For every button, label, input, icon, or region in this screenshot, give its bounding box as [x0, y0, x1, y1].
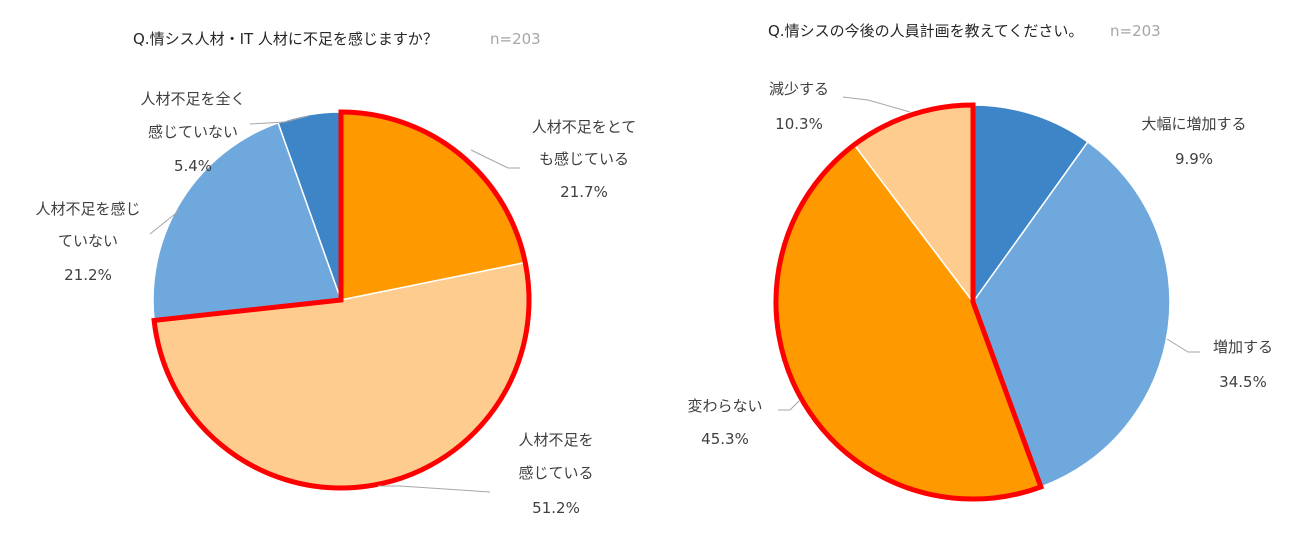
highlight-outline: [151, 109, 532, 491]
leader-line: [378, 485, 491, 493]
slice-label: 感じていない: [148, 123, 238, 141]
highlight-outline: [773, 102, 1045, 502]
pie-slice: [972, 140, 1171, 488]
slice-label: ていない: [58, 232, 118, 250]
slice-value-label: 45.3%: [701, 430, 749, 448]
sample-size: n=203: [490, 30, 541, 48]
pie-slices: [773, 102, 1171, 502]
slice-value-label: 21.2%: [64, 266, 112, 284]
slice-value-label: 10.3%: [775, 115, 823, 133]
slice-label: 大幅に増加する: [1141, 115, 1246, 133]
slice-label: も感じている: [539, 150, 629, 168]
slice-label: 感じている: [518, 464, 593, 482]
slice-value-label: 34.5%: [1219, 373, 1267, 391]
slice-label: 増加する: [1213, 338, 1273, 356]
slice-value-label: 9.9%: [1175, 150, 1213, 168]
slice-label: 人材不足をとて: [532, 118, 637, 136]
pie-slice: [972, 104, 1089, 305]
slice-label: 人材不足を: [518, 431, 593, 449]
leader-line: [1166, 338, 1200, 353]
slice-value-label: 21.7%: [560, 183, 608, 201]
pie-slices: [151, 109, 532, 491]
leader-line: [149, 209, 181, 235]
pie-slice: [152, 121, 343, 322]
slice-label: 人材不足を全く: [140, 90, 245, 108]
chart-title: Q.情シスの今後の人員計画を教えてください。: [768, 22, 1083, 40]
slice-label: 変わらない: [687, 397, 762, 415]
slice-label: 減少する: [769, 80, 829, 98]
pie-chart-it-talent-shortage: Q.情シス人材・IT 人材に不足を感じますか？ n=203 人材不足をとて も感…: [35, 30, 636, 517]
slice-value-label: 51.2%: [532, 499, 580, 517]
sample-size: n=203: [1110, 22, 1161, 40]
leader-line: [778, 399, 801, 411]
slice-value-label: 5.4%: [174, 157, 212, 175]
leader-line: [842, 96, 911, 113]
pie-chart-staffing-plan: Q.情シスの今後の人員計画を教えてください。 n=203 大幅に増加する 9.9…: [687, 22, 1273, 502]
leader-line: [470, 149, 520, 169]
chart-title: Q.情シス人材・IT 人材に不足を感じますか？: [133, 30, 438, 48]
leader-line: [249, 115, 309, 125]
slice-label: 人材不足を感じ: [35, 200, 140, 218]
